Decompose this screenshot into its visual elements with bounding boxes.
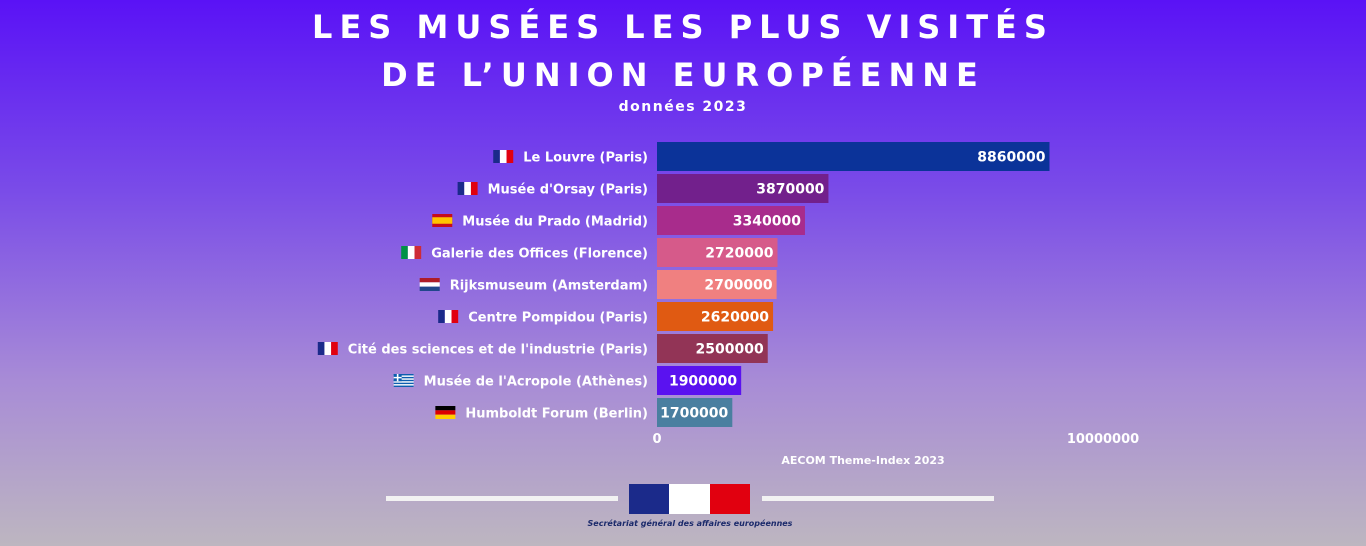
flag-white-band bbox=[669, 484, 710, 514]
netherlands-flag-icon bbox=[419, 278, 440, 291]
value-label-7: 2500000 bbox=[696, 342, 764, 358]
value-label-8: 1900000 bbox=[669, 374, 737, 390]
x-tick-label-2: 10000000 bbox=[1067, 432, 1139, 447]
source-label: AECOM Theme-Index 2023 bbox=[781, 454, 944, 467]
category-label-4: Galerie des Offices (Florence) bbox=[431, 247, 648, 262]
bar-7 bbox=[657, 334, 768, 363]
france-flag-icon bbox=[457, 182, 478, 195]
logo-rule-right bbox=[762, 496, 994, 501]
bar-1 bbox=[657, 142, 1050, 171]
category-label-8: Musée de l'Acropole (Athènes) bbox=[424, 375, 648, 390]
bar-3 bbox=[657, 206, 805, 235]
france-flag-icon bbox=[317, 342, 338, 355]
value-label-1: 8860000 bbox=[977, 150, 1045, 166]
germany-flag-icon bbox=[435, 406, 456, 419]
category-label-6: Centre Pompidou (Paris) bbox=[468, 311, 648, 326]
chart-title-line2: DE L’UNION EUROPÉENNE bbox=[381, 56, 985, 94]
value-label-2: 3870000 bbox=[756, 182, 824, 198]
value-label-6: 2620000 bbox=[701, 310, 769, 326]
bar-5 bbox=[657, 270, 777, 299]
spain-flag-icon bbox=[432, 214, 453, 227]
bar-2 bbox=[657, 174, 829, 203]
category-label-9: Humboldt Forum (Berlin) bbox=[465, 407, 648, 422]
italy-flag-icon bbox=[401, 246, 422, 259]
bar-9 bbox=[657, 398, 733, 427]
category-label-1: Le Louvre (Paris) bbox=[523, 151, 648, 166]
logo-rule-left bbox=[386, 496, 618, 501]
france-flag-icon bbox=[493, 150, 514, 163]
value-label-5: 2700000 bbox=[704, 278, 772, 294]
marianne-flag-icon bbox=[629, 484, 750, 514]
bar-chart: Le Louvre (Paris) 8860000 Musée d'Orsay (P… bbox=[317, 142, 1139, 467]
value-label-3: 3340000 bbox=[733, 214, 801, 230]
france-flag-icon bbox=[438, 310, 459, 323]
category-label-3: Musée du Prado (Madrid) bbox=[462, 215, 648, 230]
bar-8 bbox=[657, 366, 742, 395]
value-label-4: 2720000 bbox=[705, 246, 773, 262]
bar-6 bbox=[657, 302, 774, 331]
organization-name: Secrétariat général des affaires europée… bbox=[587, 519, 793, 528]
category-label-7: Cité des sciences et de l'industrie (Par… bbox=[348, 343, 648, 358]
flag-red-band bbox=[709, 484, 750, 514]
greece-flag-icon bbox=[393, 374, 414, 387]
flag-blue-band bbox=[629, 484, 670, 514]
chart-subtitle: données 2023 bbox=[618, 99, 748, 115]
category-label-2: Musée d'Orsay (Paris) bbox=[488, 183, 648, 198]
chart-title-line1: LES MUSÉES LES PLUS VISITÉS bbox=[312, 8, 1054, 46]
institution-logo: Secrétariat général des affaires europée… bbox=[386, 482, 994, 542]
bar-4 bbox=[657, 238, 778, 267]
value-label-9: 1700000 bbox=[660, 406, 728, 422]
x-tick-label-1: 0 bbox=[652, 432, 661, 447]
category-label-5: Rijksmuseum (Amsterdam) bbox=[450, 279, 648, 294]
